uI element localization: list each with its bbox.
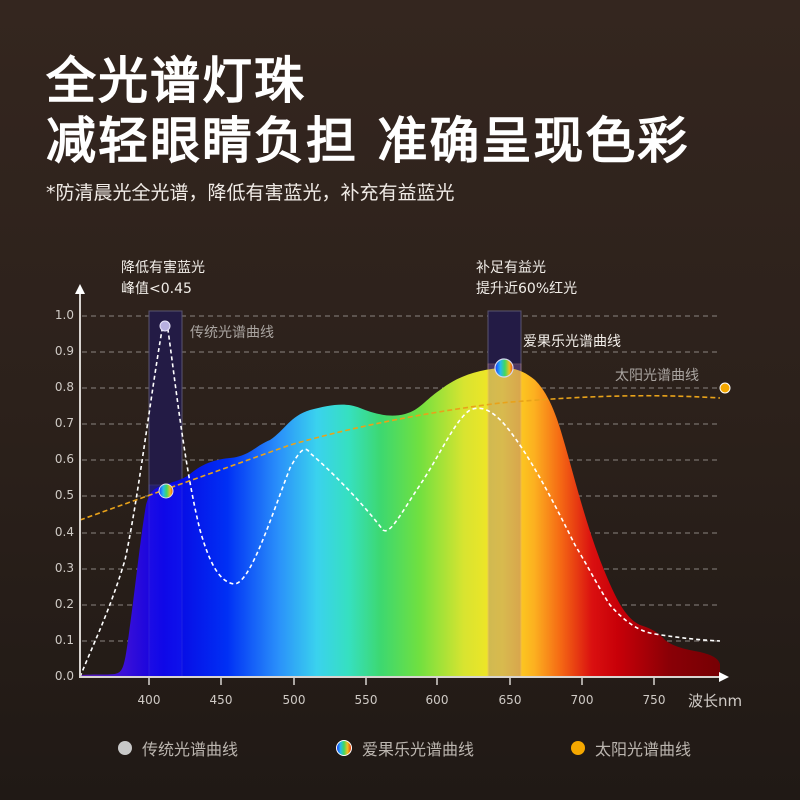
- y-tick: 1.0: [54, 308, 74, 322]
- annotation-blue-value: 峰值<0.45: [121, 281, 192, 297]
- y-tick: 0.8: [54, 380, 74, 394]
- sun-curve: [79, 394, 721, 521]
- legend-label: 传统光谱曲线: [142, 740, 239, 759]
- y-axis-arrow: [75, 284, 85, 294]
- legend-item-traditional: 传统光谱曲线: [118, 736, 238, 760]
- x-tick: 650: [498, 693, 522, 707]
- legend-item-sun: 太阳光谱曲线: [571, 736, 691, 760]
- legend-dot-rainbow-icon: [336, 740, 352, 756]
- x-tick: 400: [137, 693, 161, 707]
- label-aiguole-curve: 爱果乐光谱曲线: [523, 334, 621, 350]
- label-sun-curve: 太阳光谱曲线: [615, 368, 699, 384]
- aiguole-spectrum-area: [80, 367, 720, 677]
- x-tick: 550: [354, 693, 378, 707]
- page-title-line2: 减轻眼睛负担 准确呈现色彩: [46, 112, 690, 170]
- legend-label: 爱果乐光谱曲线: [362, 740, 475, 759]
- x-tick: 450: [209, 693, 233, 707]
- x-tick: 750: [642, 693, 666, 707]
- y-tick: 0.3: [54, 561, 74, 575]
- y-tick: 0.7: [54, 416, 74, 430]
- x-tick: 600: [425, 693, 449, 707]
- y-tick: 0.2: [54, 597, 74, 611]
- chart-legend: 传统光谱曲线 爱果乐光谱曲线 太阳光谱曲线: [0, 736, 800, 760]
- y-tick: 0.1: [54, 633, 74, 647]
- label-traditional-curve: 传统光谱曲线: [190, 325, 274, 341]
- annotation-red-value: 提升近60%红光: [476, 281, 578, 297]
- legend-dot-orange-icon: [571, 741, 585, 755]
- traditional-peak-marker: [159, 320, 171, 332]
- y-tick: 0.5: [54, 488, 74, 502]
- subtitle: *防清晨光全光谱，降低有害蓝光，补充有益蓝光: [46, 182, 455, 204]
- aiguole-red-marker: [494, 358, 514, 378]
- sun-end-marker: [719, 382, 731, 394]
- legend-label: 太阳光谱曲线: [595, 740, 692, 759]
- y-tick: 0.9: [54, 344, 74, 358]
- highlight-band-red: [487, 363, 522, 678]
- aiguole-blue-marker: [158, 483, 174, 499]
- x-axis-arrow: [719, 672, 729, 682]
- legend-dot-gray-icon: [118, 741, 132, 755]
- x-tick: 700: [570, 693, 594, 707]
- y-tick: 0.4: [54, 525, 74, 539]
- legend-item-aiguole: 爱果乐光谱曲线: [336, 736, 474, 760]
- annotation-blue-title: 降低有害蓝光: [121, 260, 205, 276]
- y-tick: 0.0: [54, 669, 74, 683]
- annotation-red-title: 补足有益光: [476, 260, 546, 276]
- y-tick: 0.6: [54, 452, 74, 466]
- page-title-line1: 全光谱灯珠: [46, 52, 306, 110]
- x-axis-unit: 波长nm: [688, 692, 743, 710]
- x-tick: 500: [282, 693, 306, 707]
